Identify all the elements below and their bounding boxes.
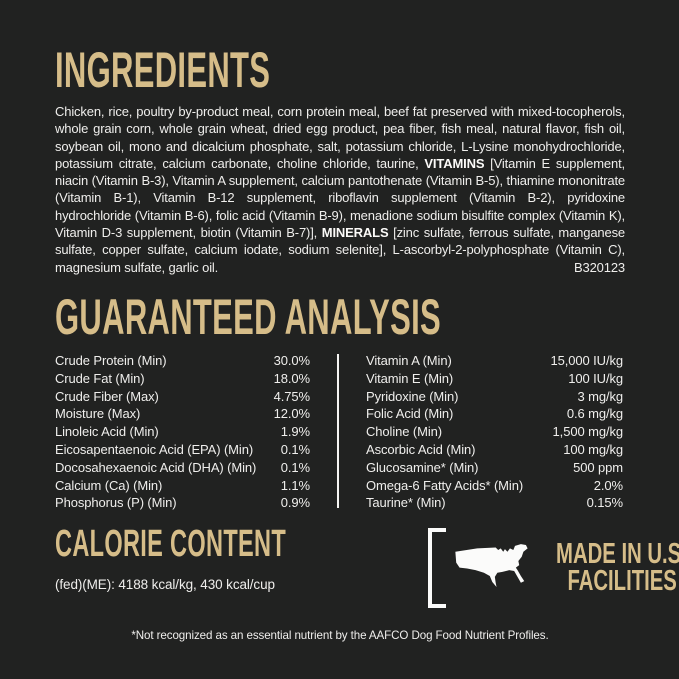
analysis-label: Crude Protein (Min) <box>55 352 167 368</box>
analysis-label: Glucosamine* (Min) <box>366 459 479 475</box>
guaranteed-analysis-table: Crude Protein (Min) 30.0% Crude Fat (Min)… <box>55 352 625 512</box>
analysis-value: 1.9% <box>280 424 310 440</box>
analysis-row: Crude Fat (Min) 18.0% <box>55 370 310 388</box>
analysis-row: Folic Acid (Min) 0.6 mg/kg <box>366 405 623 423</box>
calorie-content-value: (fed)(ME): 4188 kcal/kg, 430 kcal/cup <box>55 576 275 592</box>
analysis-label: Crude Fat (Min) <box>55 370 145 386</box>
calorie-content-heading-text: CALORIE CONTENT <box>55 523 287 566</box>
analysis-value: 100 mg/kg <box>563 441 623 457</box>
analysis-value: 0.15% <box>586 495 623 511</box>
analysis-label: Calcium (Ca) (Min) <box>55 477 163 493</box>
analysis-row: Linoleic Acid (Min) 1.9% <box>55 423 310 441</box>
analysis-label: Crude Fiber (Max) <box>55 388 159 404</box>
analysis-value: 1,500 mg/kg <box>552 424 624 440</box>
analysis-label: Choline (Min) <box>366 424 443 440</box>
analysis-value: 4.75% <box>273 388 310 404</box>
ingredients-heading: INGREDIENTS <box>55 42 625 98</box>
analysis-value: 500 ppm <box>573 459 623 475</box>
analysis-label: Folic Acid (Min) <box>366 406 454 422</box>
ingredients-text-start: Chicken, rice, poultry by-product meal, … <box>55 104 625 171</box>
analysis-label: Vitamin E (Min) <box>366 370 454 386</box>
analysis-row: Crude Protein (Min) 30.0% <box>55 352 310 370</box>
analysis-value: 15,000 IU/kg <box>550 352 623 368</box>
analysis-row: Vitamin A (Min) 15,000 IU/kg <box>366 352 623 370</box>
analysis-value: 0.1% <box>280 459 310 475</box>
analysis-label: Phosphorus (P) (Min) <box>55 495 177 511</box>
usa-map-icon <box>455 543 528 587</box>
made-in-us-text: MADE IN U.S. FACILITIES <box>543 537 679 598</box>
analysis-row: Crude Fiber (Max) 4.75% <box>55 388 310 406</box>
made-in-us-block: MADE IN U.S. FACILITIES <box>427 528 679 609</box>
analysis-label: Omega-6 Fatty Acids* (Min) <box>366 477 524 493</box>
analysis-row: Taurine* (Min) 0.15% <box>366 494 623 512</box>
analysis-label: Ascorbic Acid (Min) <box>366 441 476 457</box>
analysis-value: 18.0% <box>273 370 310 386</box>
analysis-value: 0.9% <box>280 495 310 511</box>
made-in-us-line2: FACILITIES <box>567 565 677 598</box>
analysis-row: Omega-6 Fatty Acids* (Min) 2.0% <box>366 477 623 495</box>
analysis-row: Eicosapentaenoic Acid (EPA) (Min) 0.1% <box>55 441 310 459</box>
vitamins-label: VITAMINS <box>424 155 485 171</box>
analysis-label: Taurine* (Min) <box>366 495 446 511</box>
analysis-row: Calcium (Ca) (Min) 1.1% <box>55 477 310 495</box>
analysis-label: Eicosapentaenoic Acid (EPA) (Min) <box>55 441 254 457</box>
analysis-value: 0.6 mg/kg <box>566 406 623 422</box>
analysis-value: 100 IU/kg <box>568 370 623 386</box>
ingredients-text-minerals: [zinc sulfate, ferrous sulfate, manganes… <box>55 225 626 275</box>
analysis-label: Pyridoxine (Min) <box>366 388 459 404</box>
aafco-footnote: *Not recognized as an essential nutrient… <box>131 629 549 643</box>
guaranteed-analysis-heading: GUARANTEED ANALYSIS <box>55 288 625 345</box>
ingredients-text-vitamins: [Vitamin E supplement, niacin (Vitamin B… <box>55 155 625 241</box>
minerals-label: MINERALS <box>321 225 389 241</box>
made-in-us-line1: MADE IN U.S. <box>556 537 679 570</box>
analysis-value: 30.0% <box>273 352 310 368</box>
analysis-value: 2.0% <box>593 477 623 493</box>
column-divider <box>337 353 339 509</box>
analysis-label: Vitamin A (Min) <box>366 352 452 368</box>
analysis-row: Choline (Min) 1,500 mg/kg <box>366 423 623 441</box>
calorie-content-heading: CALORIE CONTENT <box>55 523 428 566</box>
analysis-label: Moisture (Max) <box>55 406 141 422</box>
analysis-right-column: Vitamin A (Min) 15,000 IU/kg Vitamin E (M… <box>366 352 623 512</box>
bracket-left-icon <box>427 528 446 609</box>
ingredients-heading-text: INGREDIENTS <box>55 42 271 98</box>
analysis-row: Pyridoxine (Min) 3 mg/kg <box>366 388 623 406</box>
analysis-label: Linoleic Acid (Min) <box>55 424 159 440</box>
bottom-section: CALORIE CONTENT (fed)(ME): 4188 kcal/kg,… <box>55 523 679 609</box>
analysis-row: Ascorbic Acid (Min) 100 mg/kg <box>366 441 623 459</box>
analysis-left-column: Crude Protein (Min) 30.0% Crude Fat (Min)… <box>55 352 310 512</box>
calorie-content-block: CALORIE CONTENT (fed)(ME): 4188 kcal/kg,… <box>55 523 428 592</box>
analysis-row: Moisture (Max) 12.0% <box>55 405 310 423</box>
analysis-row: Vitamin E (Min) 100 IU/kg <box>366 370 623 388</box>
analysis-value: 1.1% <box>280 477 310 493</box>
batch-code: B320123 <box>565 258 625 276</box>
analysis-row: Glucosamine* (Min) 500 ppm <box>366 459 623 477</box>
analysis-value: 3 mg/kg <box>577 388 623 404</box>
analysis-row: Docosahexaenoic Acid (DHA) (Min) 0.1% <box>55 459 310 477</box>
ingredients-paragraph: Chicken, rice, poultry by-product meal, … <box>55 103 625 276</box>
analysis-row: Phosphorus (P) (Min) 0.9% <box>55 494 310 512</box>
analysis-value: 0.1% <box>280 441 310 457</box>
analysis-label: Docosahexaenoic Acid (DHA) (Min) <box>55 459 257 475</box>
analysis-value: 12.0% <box>273 406 310 422</box>
guaranteed-analysis-heading-text: GUARANTEED ANALYSIS <box>55 288 441 345</box>
